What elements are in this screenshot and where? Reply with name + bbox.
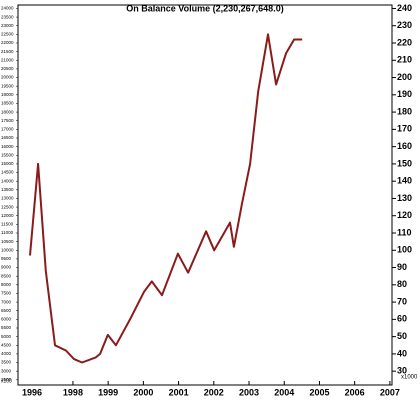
y2-tick-label: 3500 (1, 360, 12, 365)
y2-tick-label: 18000 (1, 109, 14, 114)
y-tick-label: 140 (397, 176, 412, 186)
y2-tick-label: 10500 (1, 239, 14, 244)
y-tick-label: 110 (397, 227, 412, 237)
y2-tick-label: 20000 (1, 75, 14, 80)
y-tick-label: 230 (397, 20, 412, 30)
obv-line (29, 33, 303, 364)
y2-tick-label: 13000 (1, 196, 14, 201)
y2-tick-label: 19500 (1, 83, 14, 88)
y2-tick-label: 3000 (1, 368, 12, 373)
y2-tick-label: 11000 (1, 230, 14, 235)
y2-tick-label: 5000 (1, 334, 12, 339)
y-tick-label: 100 (397, 245, 412, 255)
y2-tick-label: 21500 (1, 49, 14, 54)
x-tick-label: 1996 (22, 387, 42, 397)
y-tick-label: 200 (397, 72, 412, 82)
y2-tick-label: 12500 (1, 204, 14, 209)
y2-tick-label: 23000 (1, 23, 14, 28)
y-tick-label: 160 (397, 141, 412, 151)
y2-tick-label: 11500 (1, 222, 14, 227)
x-tick-label: 1998 (63, 387, 83, 397)
y2-tick-label: 2500 (1, 377, 12, 382)
y2-tick-label: 4000 (1, 351, 12, 356)
x-tick-label: 2005 (309, 387, 329, 397)
y2-tick-label: 5500 (1, 325, 12, 330)
y-tick-label: 170 (397, 124, 412, 134)
y2-tick-label: 16000 (1, 144, 14, 149)
y2-tick-label: 7000 (1, 299, 12, 304)
y2-tick-label: 4500 (1, 342, 12, 347)
y-tick-label: 90 (397, 262, 407, 272)
x-tick-label: 2003 (239, 387, 259, 397)
y-tick-label: 30 (397, 366, 407, 376)
x-tick-label: 2007 (380, 387, 400, 397)
axis-unit: x100 (1, 378, 12, 384)
y-tick-label: 130 (397, 193, 412, 203)
y2-tick-label: 7500 (1, 291, 12, 296)
y2-tick-label: 9000 (1, 265, 12, 270)
y2-tick-label: 23500 (1, 14, 14, 19)
y2-tick-label: 17000 (1, 127, 14, 132)
y2-tick-label: 6500 (1, 308, 12, 313)
y2-tick-label: 19000 (1, 92, 14, 97)
y2-tick-label: 13500 (1, 187, 14, 192)
chart-title: On Balance Volume (2,230,267,648.0) (126, 3, 283, 13)
y2-tick-label: 12000 (1, 213, 14, 218)
y2-tick-label: 9500 (1, 256, 12, 261)
y-tick-label: 180 (397, 106, 412, 116)
y-tick-label: 40 (397, 348, 407, 358)
y2-tick-label: 10000 (1, 247, 14, 252)
y2-tick-label: 17500 (1, 118, 14, 123)
x-tick-label: 2006 (345, 387, 365, 397)
x-tick-label: 2001 (169, 387, 189, 397)
y2-tick-label: 16500 (1, 135, 14, 140)
y2-tick-label: 14500 (1, 170, 14, 175)
x-tick-label: 2002 (204, 387, 224, 397)
x-tick-label: 1999 (98, 387, 118, 397)
y2-tick-label: 15500 (1, 152, 14, 157)
y-tick-label: 80 (397, 279, 407, 289)
y2-tick-label: 14000 (1, 178, 14, 183)
y-tick-label: 150 (397, 158, 412, 168)
y2-tick-label: 24000 (1, 6, 14, 11)
y2-tick-label: 6000 (1, 317, 12, 322)
y-tick-label: 210 (397, 55, 412, 65)
y2-tick-label: 8000 (1, 282, 12, 287)
x-tick-label: 2000 (133, 387, 153, 397)
plot-frame (17, 4, 393, 386)
y2-tick-label: 21000 (1, 57, 14, 62)
y2-tick-label: 18500 (1, 101, 14, 106)
y2-tick-label: 20500 (1, 66, 14, 71)
y-tick-label: 120 (397, 210, 412, 220)
y-tick-label: 240 (397, 3, 412, 13)
y2-tick-label: 15000 (1, 161, 14, 166)
y2-tick-label: 22000 (1, 40, 14, 45)
x-tick-label: 2004 (274, 387, 294, 397)
axis-unit: x1000 (401, 375, 418, 381)
y2-tick-label: 8500 (1, 273, 12, 278)
y2-tick-label: 22500 (1, 32, 14, 37)
y-tick-label: 60 (397, 314, 407, 324)
y-tick-label: 220 (397, 37, 412, 47)
y-tick-label: 70 (397, 296, 407, 306)
y-tick-label: 190 (397, 89, 412, 99)
y-tick-label: 50 (397, 331, 407, 341)
